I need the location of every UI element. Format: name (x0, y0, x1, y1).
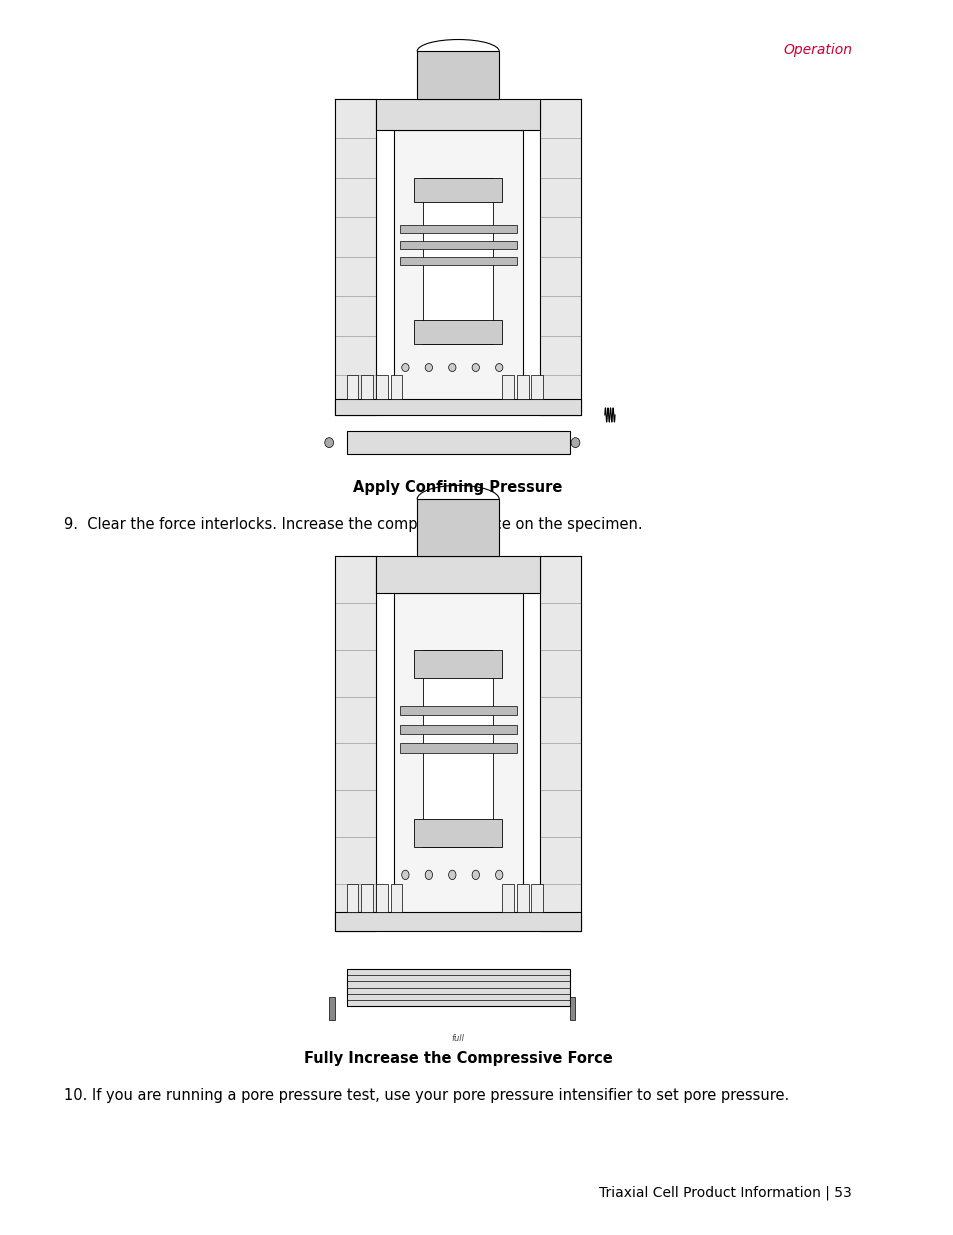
Bar (531, 375, 542, 399)
Ellipse shape (472, 871, 479, 879)
Bar (422, 178, 493, 343)
Bar (335, 913, 580, 931)
Ellipse shape (448, 363, 456, 372)
Bar (399, 743, 517, 753)
Text: Apply Confining Pressure: Apply Confining Pressure (354, 480, 562, 495)
Bar (394, 131, 522, 408)
Ellipse shape (495, 871, 502, 879)
Bar (531, 884, 542, 913)
Ellipse shape (401, 871, 409, 879)
Bar (399, 241, 517, 249)
Polygon shape (539, 99, 580, 415)
Polygon shape (539, 556, 580, 931)
Bar (375, 375, 387, 399)
Bar (346, 431, 569, 454)
Bar (517, 884, 528, 913)
Text: Fully Increase the Compressive Force: Fully Increase the Compressive Force (303, 1051, 612, 1066)
Ellipse shape (495, 363, 502, 372)
Ellipse shape (448, 871, 456, 879)
Bar (501, 375, 514, 399)
Bar (335, 399, 580, 415)
Text: Operation: Operation (782, 43, 851, 57)
Bar (399, 225, 517, 233)
Bar (399, 725, 517, 734)
Bar (346, 884, 358, 913)
Bar (414, 320, 501, 343)
Text: 10. If you are running a pore pressure test, use your pore pressure intensifier : 10. If you are running a pore pressure t… (64, 1088, 788, 1103)
Ellipse shape (571, 437, 579, 447)
Bar (361, 375, 373, 399)
Bar (569, 997, 575, 1020)
Ellipse shape (425, 363, 432, 372)
Bar (361, 884, 373, 913)
Ellipse shape (401, 363, 409, 372)
Bar (517, 375, 528, 399)
Bar (391, 884, 402, 913)
Text: 9.  Clear the force interlocks. Increase the compressive force on the specimen.: 9. Clear the force interlocks. Increase … (64, 517, 642, 532)
Bar (394, 593, 522, 921)
Bar (399, 257, 517, 264)
Text: full: full (451, 1035, 464, 1044)
Bar (422, 650, 493, 847)
Ellipse shape (324, 437, 334, 447)
Bar (414, 178, 501, 201)
Bar (346, 968, 569, 1007)
Text: Triaxial Cell Product Information | 53: Triaxial Cell Product Information | 53 (598, 1186, 851, 1200)
Ellipse shape (472, 363, 479, 372)
Bar (391, 375, 402, 399)
Bar (501, 884, 514, 913)
Polygon shape (335, 556, 375, 931)
Bar (414, 650, 501, 678)
Polygon shape (335, 99, 375, 415)
Bar (375, 884, 387, 913)
Bar (329, 997, 335, 1020)
Bar (416, 52, 498, 99)
Bar (399, 706, 517, 715)
Bar (375, 99, 539, 131)
Ellipse shape (425, 871, 432, 879)
Bar (416, 499, 498, 556)
Bar (375, 556, 539, 593)
Bar (346, 375, 358, 399)
Bar (414, 819, 501, 847)
